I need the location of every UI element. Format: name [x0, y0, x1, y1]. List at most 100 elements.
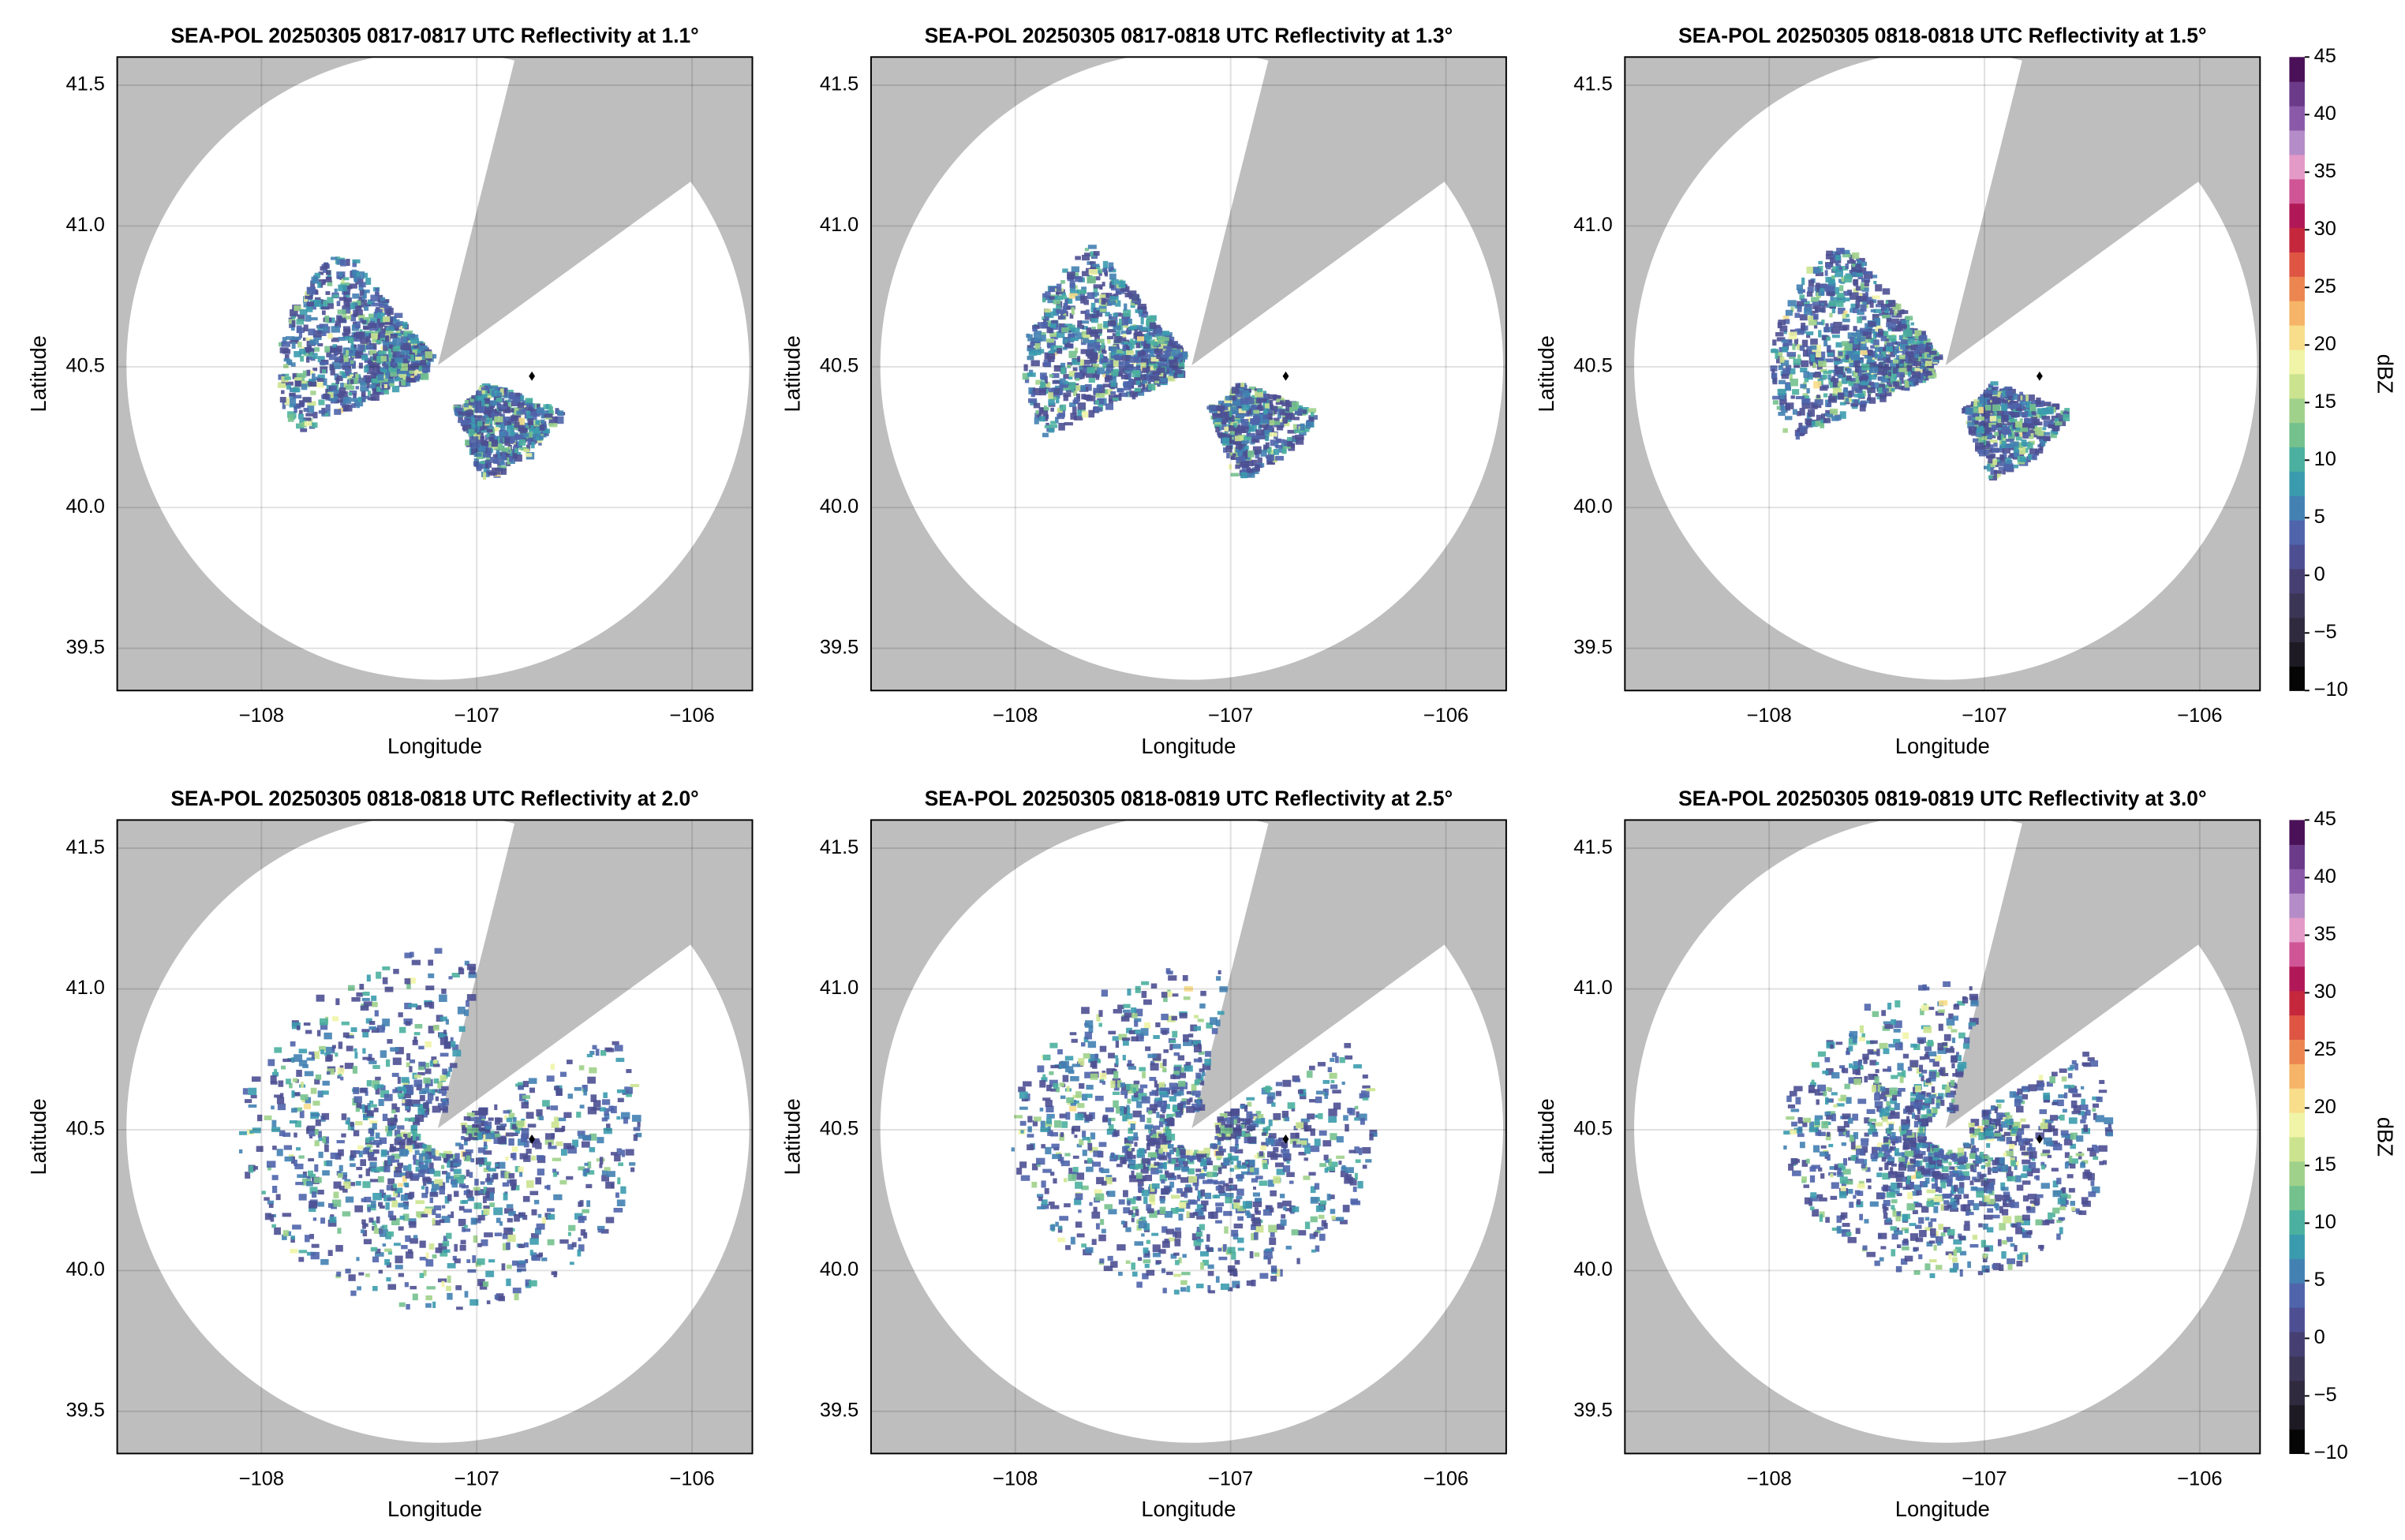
- echo: [367, 367, 374, 375]
- echo: [1110, 391, 1116, 395]
- echo: [1871, 275, 1878, 278]
- y-tick-label: 40.0: [66, 495, 105, 518]
- echo: [1855, 368, 1859, 373]
- echo: [1240, 383, 1245, 387]
- echo: [1997, 398, 2007, 403]
- echo: [391, 1217, 400, 1226]
- echo: [1984, 405, 1992, 411]
- echo: [1083, 359, 1090, 365]
- echo: [1845, 263, 1849, 270]
- echo: [2015, 433, 2022, 441]
- echo: [382, 1113, 388, 1121]
- echo: [290, 309, 298, 317]
- echo: [1158, 336, 1165, 344]
- echo: [1827, 374, 1831, 380]
- echo: [1035, 379, 1042, 385]
- echo: [544, 1139, 554, 1145]
- echo: [408, 977, 416, 984]
- echo: [469, 423, 476, 428]
- echo: [1116, 388, 1124, 393]
- echo: [1894, 311, 1898, 316]
- echo: [372, 376, 382, 383]
- echo: [1052, 392, 1060, 399]
- echo: [534, 1228, 542, 1235]
- echo: [2005, 418, 2014, 422]
- echo: [1082, 337, 1089, 344]
- echo: [2036, 397, 2041, 406]
- echo: [342, 308, 351, 314]
- echo: [402, 336, 407, 344]
- echo: [517, 1262, 526, 1268]
- echo: [1770, 365, 1778, 372]
- echo: [350, 398, 359, 402]
- echo: [368, 1053, 372, 1060]
- echo: [291, 1235, 295, 1240]
- echo: [287, 414, 294, 422]
- echo: [1833, 361, 1840, 365]
- echo: [415, 1200, 425, 1205]
- echo: [1075, 256, 1081, 260]
- echo: [1109, 273, 1116, 280]
- echo: [1269, 399, 1274, 407]
- echo: [1992, 390, 1998, 395]
- echo: [480, 406, 487, 413]
- y-tick-label: 39.5: [820, 636, 858, 658]
- echo: [283, 358, 290, 362]
- echo: [473, 1116, 482, 1124]
- echo: [436, 1015, 443, 1022]
- echo: [1247, 450, 1255, 458]
- echo: [398, 1012, 403, 1018]
- echo: [365, 1090, 368, 1096]
- echo: [1821, 302, 1825, 306]
- echo: [2030, 417, 2038, 424]
- echo: [1110, 267, 1114, 271]
- echo: [1217, 424, 1222, 432]
- echo: [442, 1171, 448, 1175]
- echo: [529, 428, 537, 433]
- echo: [1087, 292, 1095, 300]
- echo: [1137, 374, 1147, 380]
- echo: [292, 387, 301, 393]
- echo: [1032, 387, 1042, 396]
- echo: [1130, 338, 1134, 344]
- echo: [1864, 279, 1869, 287]
- echo: [1058, 295, 1068, 300]
- echo: [496, 392, 503, 397]
- echo: [272, 1071, 279, 1077]
- echo: [1294, 408, 1303, 415]
- echo: [1139, 327, 1147, 331]
- echo: [501, 1263, 506, 1271]
- echo: [1872, 332, 1877, 339]
- echo: [424, 1158, 432, 1163]
- echo: [329, 395, 338, 402]
- echo: [530, 1233, 539, 1239]
- echo: [1115, 330, 1120, 337]
- echo: [1075, 296, 1081, 301]
- echo: [1255, 433, 1262, 439]
- echo: [1241, 440, 1248, 444]
- echo: [2003, 452, 2007, 459]
- echo: [1274, 408, 1281, 413]
- echo: [342, 332, 350, 336]
- echo: [1270, 450, 1274, 454]
- echo: [330, 347, 336, 353]
- echo: [1048, 428, 1055, 433]
- echo: [1892, 303, 1902, 311]
- echo: [1263, 447, 1272, 453]
- echo: [320, 283, 324, 288]
- echo: [1055, 396, 1060, 404]
- echo: [1275, 444, 1283, 449]
- echo: [1228, 425, 1235, 432]
- echo: [320, 299, 324, 307]
- echo: [419, 1273, 425, 1279]
- echo: [370, 1141, 376, 1145]
- echo: [310, 1087, 317, 1094]
- echo: [1804, 304, 1812, 310]
- echo: [467, 1117, 475, 1122]
- echo: [621, 1149, 626, 1157]
- echo: [1052, 379, 1061, 384]
- echo: [404, 978, 411, 985]
- y-tick-label: 40.0: [1573, 495, 1612, 518]
- echo: [1801, 395, 1810, 400]
- echo: [1259, 405, 1266, 411]
